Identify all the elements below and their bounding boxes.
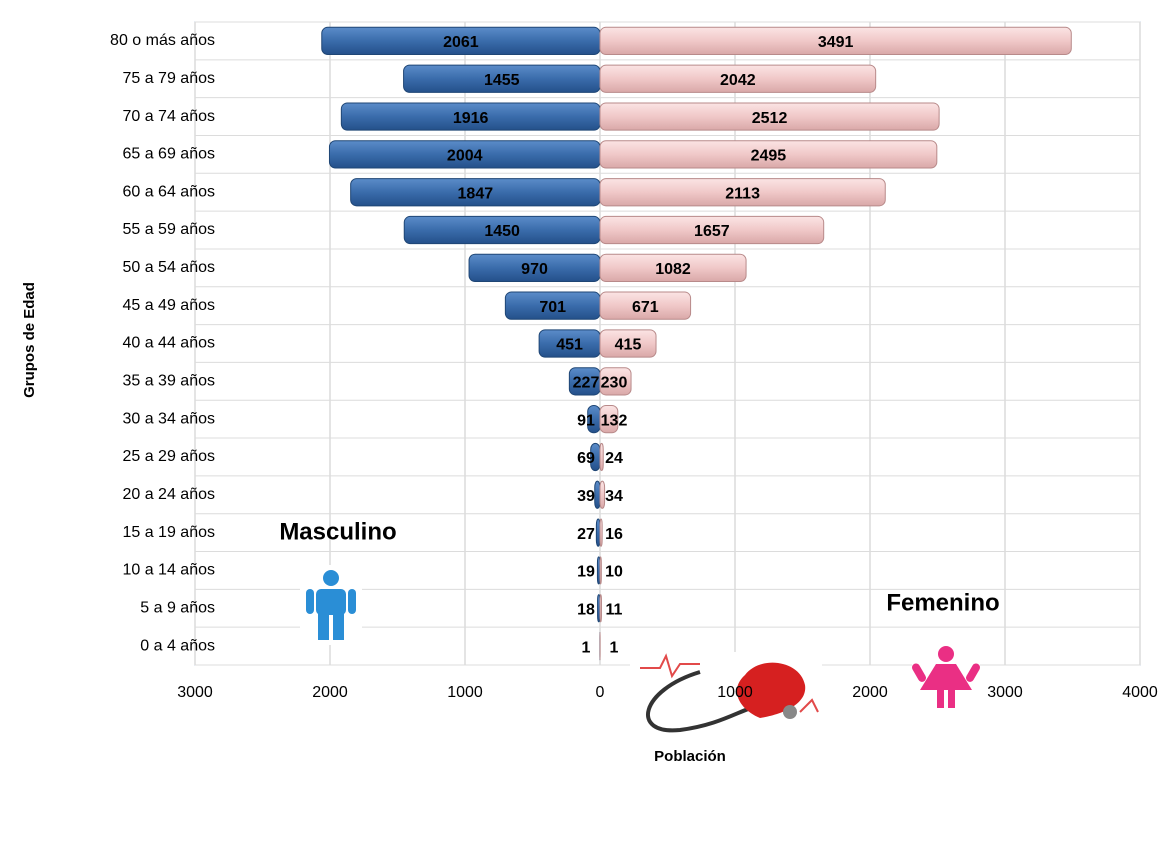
value-label: 1657 [694,223,730,240]
series-label: Femenino [886,589,999,616]
value-label: 701 [539,299,566,316]
value-label: 970 [521,261,548,278]
x-tick-label: 2000 [852,684,888,701]
bar [600,481,605,508]
y-tick-label: 35 a 39 años [122,373,215,390]
value-label: 2042 [720,72,756,89]
value-label: 11 [606,601,623,618]
value-label: 1455 [484,72,520,89]
y-tick-label: 0 a 4 años [140,637,215,654]
bars: 2061145519162004184714509707014512279169… [322,27,1072,659]
value-label: 18 [577,601,595,618]
y-tick-label: 15 a 19 años [122,524,215,541]
value-label: 132 [601,412,628,429]
value-label: 2512 [752,110,788,127]
bar [600,443,603,470]
value-label: 69 [577,450,595,467]
value-label: 16 [605,526,623,543]
bar [596,519,600,546]
value-label: 2113 [725,185,760,202]
value-label: 451 [556,337,583,354]
value-label: 34 [605,488,623,505]
y-tick-label: 30 a 34 años [122,410,215,427]
female-icon [911,640,982,715]
y-tick-label: 20 a 24 años [122,486,215,503]
value-label: 1 [582,639,591,656]
bar [595,481,600,508]
value-label: 91 [577,412,595,429]
x-tick-label: 1000 [447,684,483,701]
value-label: 1082 [655,261,691,278]
y-tick-label: 80 o más años [110,32,215,49]
value-label: 671 [632,299,659,316]
y-tick-label: 70 a 74 años [122,108,215,125]
value-label: 2061 [443,34,479,51]
x-tick-label: 4000 [1122,684,1158,701]
value-label: 227 [573,375,600,392]
value-label: 27 [577,526,595,543]
value-label: 2004 [447,148,483,165]
value-label: 10 [605,564,623,581]
x-tick-label: 3000 [987,684,1023,701]
value-label: 415 [615,337,642,354]
x-tick-label: 0 [596,684,605,701]
value-label: 230 [601,375,628,392]
bar [600,519,602,546]
y-tick-label: 55 a 59 años [122,221,215,238]
value-label: 1916 [453,110,489,127]
x-axis-title: Población [654,748,726,765]
value-label: 2495 [751,148,787,165]
y-tick-label: 5 a 9 años [140,599,215,616]
y-tick-label: 40 a 44 años [122,335,215,352]
y-tick-label: 60 a 64 años [122,183,215,200]
value-label: 1450 [484,223,520,240]
y-axis-title: Grupos de Edad [21,282,38,398]
value-label: 3491 [818,34,854,51]
x-tick-label: 2000 [312,684,348,701]
y-tick-label: 45 a 49 años [122,297,215,314]
series-label: Masculino [279,518,396,545]
y-tick-label: 50 a 54 años [122,259,215,276]
value-label: 1847 [458,185,494,202]
male-icon [300,565,362,645]
value-label: 19 [577,564,595,581]
value-label: 39 [577,488,595,505]
y-tick-label: 10 a 14 años [122,562,215,579]
bar [600,595,601,622]
value-label: 24 [605,450,623,467]
y-tick-label: 25 a 29 años [122,448,215,465]
y-tick-label: 65 a 69 años [122,146,215,163]
x-tick-label: 1000 [717,684,753,701]
x-tick-label: 3000 [177,684,213,701]
value-label: 1 [610,639,619,656]
y-tick-label: 75 a 79 años [122,70,215,87]
bar [600,557,601,584]
